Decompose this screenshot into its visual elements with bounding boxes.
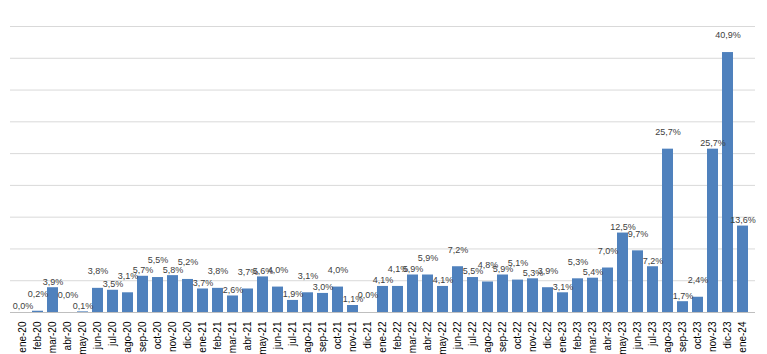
- svg-text:3,1%: 3,1%: [118, 271, 139, 281]
- svg-text:mar-21: mar-21: [227, 321, 238, 353]
- svg-text:feb-22: feb-22: [392, 321, 403, 350]
- svg-text:3,0%: 3,0%: [313, 282, 334, 292]
- svg-text:9,7%: 9,7%: [628, 229, 649, 239]
- svg-text:mar-23: mar-23: [587, 321, 598, 353]
- svg-text:nov-20: nov-20: [167, 321, 178, 352]
- svg-text:5,9%: 5,9%: [402, 263, 424, 274]
- svg-text:1,9%: 1,9%: [283, 289, 304, 299]
- svg-text:dic-20: dic-20: [182, 321, 193, 349]
- svg-text:4,0%: 4,0%: [268, 265, 289, 275]
- svg-text:jun-23: jun-23: [632, 321, 643, 350]
- svg-text:mar-22: mar-22: [407, 321, 418, 353]
- svg-text:0,2%: 0,2%: [28, 289, 49, 299]
- svg-text:7,0%: 7,0%: [598, 246, 619, 256]
- svg-text:7,2%: 7,2%: [448, 245, 469, 255]
- svg-text:3,1%: 3,1%: [298, 271, 319, 281]
- svg-text:nov-22: nov-22: [527, 321, 538, 352]
- svg-text:13,6%: 13,6%: [730, 215, 756, 225]
- svg-text:jul-21: jul-21: [287, 321, 298, 347]
- svg-text:3,9%: 3,9%: [43, 277, 64, 287]
- svg-text:5,2%: 5,2%: [178, 257, 199, 267]
- svg-text:jul-20: jul-20: [107, 321, 118, 347]
- svg-text:5,5%: 5,5%: [462, 266, 484, 277]
- svg-text:5,8%: 5,8%: [162, 264, 184, 275]
- svg-text:dic-21: dic-21: [362, 321, 373, 349]
- svg-text:abr-23: abr-23: [602, 321, 613, 350]
- svg-text:jul-23: jul-23: [647, 321, 658, 347]
- svg-text:5,9%: 5,9%: [418, 253, 439, 263]
- svg-text:ene-24: ene-24: [737, 321, 748, 353]
- svg-text:ene-21: ene-21: [197, 321, 208, 353]
- svg-text:sep-23: sep-23: [677, 321, 688, 352]
- svg-text:nov-21: nov-21: [347, 321, 358, 352]
- svg-text:4,0%: 4,0%: [328, 265, 349, 275]
- svg-text:5,3%: 5,3%: [522, 267, 544, 278]
- svg-text:3,7%: 3,7%: [193, 278, 214, 288]
- svg-text:ago-20: ago-20: [122, 321, 133, 353]
- svg-text:mar-20: mar-20: [47, 321, 58, 353]
- svg-text:jul-22: jul-22: [467, 321, 478, 347]
- svg-text:ene-20: ene-20: [17, 321, 28, 353]
- svg-text:oct-22: oct-22: [512, 321, 523, 349]
- svg-text:dic-22: dic-22: [542, 321, 553, 349]
- svg-text:3,7%: 3,7%: [238, 267, 259, 277]
- svg-text:abr-22: abr-22: [422, 321, 433, 350]
- svg-text:0,0%: 0,0%: [358, 290, 379, 300]
- svg-text:2,6%: 2,6%: [223, 285, 244, 295]
- svg-text:3,5%: 3,5%: [102, 279, 124, 290]
- svg-text:oct-23: oct-23: [692, 321, 703, 349]
- svg-text:5,5%: 5,5%: [148, 255, 169, 265]
- svg-text:7,2%: 7,2%: [643, 256, 664, 266]
- svg-text:sep-20: sep-20: [137, 321, 148, 352]
- svg-text:2,4%: 2,4%: [688, 275, 709, 285]
- svg-text:abr-20: abr-20: [62, 321, 73, 350]
- svg-text:3,8%: 3,8%: [208, 266, 229, 276]
- svg-text:12,5%: 12,5%: [610, 221, 636, 232]
- svg-text:5,7%: 5,7%: [132, 265, 154, 276]
- svg-text:5,1%: 5,1%: [508, 258, 529, 268]
- svg-text:sep-22: sep-22: [497, 321, 508, 352]
- svg-text:5,9%: 5,9%: [492, 263, 514, 274]
- svg-text:jun-21: jun-21: [272, 321, 283, 350]
- svg-text:5,4%: 5,4%: [583, 267, 604, 277]
- svg-text:4,1%: 4,1%: [373, 275, 394, 285]
- svg-text:3,9%: 3,9%: [538, 266, 559, 276]
- svg-text:0,0%: 0,0%: [13, 301, 34, 311]
- svg-text:4,1%: 4,1%: [433, 275, 454, 285]
- svg-text:25,7%: 25,7%: [700, 138, 726, 148]
- svg-text:abr-21: abr-21: [242, 321, 253, 350]
- svg-text:0,0%: 0,0%: [58, 290, 79, 300]
- svg-text:feb-20: feb-20: [32, 321, 43, 350]
- svg-text:ago-23: ago-23: [662, 321, 673, 353]
- svg-text:feb-21: feb-21: [212, 321, 223, 350]
- svg-text:oct-20: oct-20: [152, 321, 163, 349]
- svg-text:ene-23: ene-23: [557, 321, 568, 353]
- svg-text:jun-20: jun-20: [92, 321, 103, 350]
- svg-text:oct-21: oct-21: [332, 321, 343, 349]
- svg-text:5,3%: 5,3%: [568, 257, 589, 267]
- svg-text:dic-23: dic-23: [722, 321, 733, 349]
- svg-text:may-22: may-22: [437, 321, 448, 354]
- svg-text:ago-22: ago-22: [482, 321, 493, 353]
- svg-text:may-21: may-21: [257, 321, 268, 354]
- svg-text:ene-22: ene-22: [377, 321, 388, 353]
- svg-text:3,8%: 3,8%: [88, 266, 109, 276]
- svg-text:ago-21: ago-21: [302, 321, 313, 353]
- svg-text:feb-23: feb-23: [572, 321, 583, 350]
- svg-text:25,7%: 25,7%: [655, 127, 681, 137]
- svg-text:may-20: may-20: [77, 321, 88, 354]
- svg-text:3,1%: 3,1%: [553, 282, 574, 292]
- svg-text:jun-22: jun-22: [452, 321, 463, 350]
- svg-text:nov-23: nov-23: [707, 321, 718, 352]
- svg-text:1,7%: 1,7%: [673, 291, 694, 301]
- svg-text:4,8%: 4,8%: [478, 260, 499, 270]
- svg-text:0,1%: 0,1%: [73, 301, 94, 311]
- svg-text:40,9%: 40,9%: [715, 30, 741, 40]
- svg-text:sep-21: sep-21: [317, 321, 328, 352]
- svg-text:4,1%: 4,1%: [388, 264, 409, 274]
- svg-text:may-23: may-23: [617, 321, 628, 354]
- svg-text:1,1%: 1,1%: [342, 294, 364, 305]
